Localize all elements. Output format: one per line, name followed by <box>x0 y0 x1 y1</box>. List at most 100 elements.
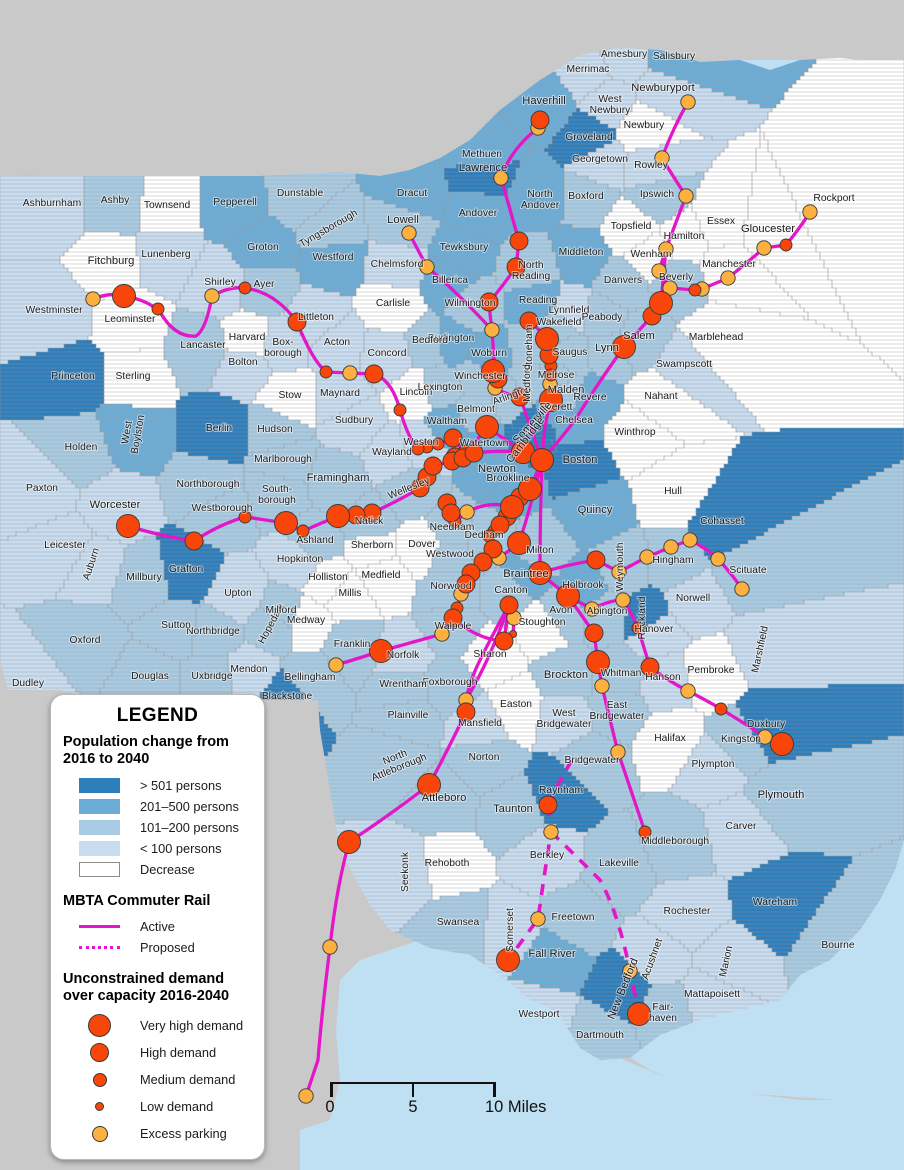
station-symbol-parking[interactable]: Norfolk <box>434 626 450 642</box>
station-symbol-parking[interactable]: Rockport <box>802 204 818 220</box>
station-symbol-parking[interactable]: Rowley <box>654 150 670 166</box>
station-symbol-medium[interactable]: Ayer <box>238 281 252 295</box>
station-symbol-parking[interactable]: South Weymouth <box>615 592 631 608</box>
station-symbol-high[interactable]: West Medford <box>510 387 530 407</box>
station-symbol-very-high[interactable]: Fall River Depot <box>496 948 520 972</box>
station-symbol-high[interactable]: Walpole <box>443 608 463 628</box>
station-symbol-very-high[interactable]: Franklin <box>369 639 393 663</box>
station-symbol-medium[interactable]: Middleborough <box>638 825 652 839</box>
station-symbol-high[interactable]: Wilmington <box>479 292 499 312</box>
station-symbol-high[interactable]: Brandeis <box>443 428 463 448</box>
station-symbol-high[interactable]: Grafton <box>184 531 204 551</box>
station-symbol-medium[interactable]: North Leominster <box>151 302 165 316</box>
station-symbol-very-high[interactable]: Malden Center <box>539 388 563 412</box>
station-symbol-high[interactable]: Andover <box>509 231 529 251</box>
station-symbol-high[interactable]: Wellesley Farms <box>423 456 443 476</box>
station-symbol-very-high[interactable]: Framingham <box>326 504 350 528</box>
station-symbol-parking[interactable]: Nantasket Junction <box>663 539 679 555</box>
station-symbol-very-high[interactable]: South Attleboro <box>337 830 361 854</box>
station-symbol-high[interactable]: Concord <box>364 364 384 384</box>
station-symbol-very-high[interactable]: Forest Hills <box>500 495 524 519</box>
station-symbol-parking[interactable]: Cohasset <box>682 532 698 548</box>
station-symbol-high[interactable]: Reading <box>519 311 539 331</box>
station-symbol-parking[interactable]: Greenbush <box>734 581 750 597</box>
station-symbol-parking[interactable]: North Beverly <box>651 263 667 279</box>
station-symbol-medium[interactable]: Ashland <box>296 524 310 538</box>
station-symbol-medium[interactable]: South Acton <box>319 365 333 379</box>
station-symbol-parking[interactable]: Newburyport <box>680 94 696 110</box>
station-symbol-parking[interactable]: Lowell <box>401 225 417 241</box>
station-symbol-very-high[interactable]: Worcester <box>116 514 140 538</box>
station-symbol-very-high[interactable]: Lynn <box>612 335 636 359</box>
station-symbol-high[interactable]: Haverhill <box>530 110 550 130</box>
station-symbol-very-high[interactable]: Kingston <box>770 732 794 756</box>
station-symbol-parking[interactable]: Hamilton/Wenham <box>658 241 674 257</box>
station-symbol-parking[interactable]: Hanson <box>680 683 696 699</box>
station-symbol-parking[interactable]: Campello <box>594 678 610 694</box>
station-symbol-high[interactable]: Norwood Central <box>456 574 476 594</box>
station-symbol-very-high[interactable]: Brockton <box>586 650 610 674</box>
station-symbol-high[interactable]: Needham Center <box>441 503 461 523</box>
station-symbol-parking[interactable]: Holbrook/Randolph <box>584 601 600 617</box>
station-symbol-high[interactable]: Bellevue <box>490 515 510 535</box>
municipality-area <box>224 216 300 268</box>
station-symbol-high[interactable]: Whitman <box>640 657 660 677</box>
station-symbol-medium[interactable]: Prides Crossing <box>688 283 702 297</box>
station-symbol-parking[interactable]: North Billerica <box>419 259 435 275</box>
station-symbol-medium[interactable]: Gloucester <box>779 238 793 252</box>
station-symbol-parking[interactable]: Freetown <box>530 911 546 927</box>
station-symbol-parking[interactable]: Plymouth <box>757 729 773 745</box>
station-symbol-parking[interactable]: East Weymouth <box>611 564 627 580</box>
station-symbol-high[interactable]: Canton Junction <box>499 595 519 615</box>
station-symbol-very-high[interactable]: Attleboro <box>417 773 441 797</box>
station-symbol-parking[interactable]: Ipswich <box>678 188 694 204</box>
station-symbol-high[interactable]: Littleton <box>287 312 307 332</box>
station-symbol-high[interactable]: Islington <box>473 552 493 572</box>
station-symbol-high[interactable]: Sharon <box>494 631 514 651</box>
municipality-area <box>624 136 728 188</box>
station-symbol-very-high[interactable]: Wakefield <box>535 327 559 351</box>
station-symbol-parking[interactable]: West Hingham <box>639 549 655 565</box>
station-symbol-parking[interactable]: Shirley <box>204 288 220 304</box>
station-symbol-very-high[interactable]: Boston North <box>530 448 554 472</box>
station-symbol-parking[interactable]: East Taunton <box>543 824 559 840</box>
station-symbol-parking[interactable]: West Gloucester <box>756 240 772 256</box>
station-symbol-high[interactable]: Montello <box>584 623 604 643</box>
station-symbol-very-high[interactable]: Fitchburg <box>112 284 136 308</box>
station-symbol-parking[interactable]: Bridgewater <box>610 744 626 760</box>
station-symbol-very-high[interactable]: Readville <box>507 531 531 555</box>
station-symbol-medium[interactable]: Lincoln <box>393 403 407 417</box>
station-symbol-very-high[interactable]: Winchester Center <box>481 359 505 383</box>
station-symbol-medium[interactable]: Abington <box>631 621 645 635</box>
station-symbol-parking[interactable]: Wickford Junction <box>298 1088 314 1104</box>
station-symbol-high[interactable]: Endicott <box>483 539 503 559</box>
station-symbol-parking[interactable]: Forge Park <box>328 657 344 673</box>
station-symbol-medium[interactable]: Westborough <box>238 510 252 524</box>
station-symbol-medium[interactable]: Halifax <box>714 702 728 716</box>
station-symbol-very-high[interactable]: Southborough <box>274 511 298 535</box>
station-symbol-parking[interactable]: North Scituate <box>710 551 726 567</box>
station-symbol-parking[interactable]: Wachusett <box>85 291 101 307</box>
station-symbol-very-high[interactable]: Waltham <box>475 415 499 439</box>
station-symbol-very-high[interactable]: Quincy Center <box>528 561 552 585</box>
station-symbol-high[interactable]: Weymouth Landing <box>586 550 606 570</box>
station-symbol-high[interactable]: Mansfield <box>456 702 476 722</box>
station-symbol-high[interactable]: Ballardvale <box>506 257 526 277</box>
station-symbol-parking[interactable]: Anderson RTC <box>484 322 500 338</box>
station-symbol-parking[interactable]: Providence <box>322 939 338 955</box>
station-symbol-parking[interactable]: Hersey <box>459 504 475 520</box>
station-symbol-parking[interactable]: Church Street <box>622 963 638 979</box>
station-symbol-medium[interactable]: Melrose Cedar Park <box>544 368 558 382</box>
station-symbols[interactable]: Wachusett Shirley West Concord Lowell North … <box>85 94 818 1104</box>
station-symbol-very-high[interactable]: Braintree <box>556 584 580 608</box>
station-symbol-very-high[interactable]: New Bedford <box>627 1002 651 1026</box>
station-symbol-parking[interactable]: Lawrence <box>493 170 509 186</box>
station-symbol-parking[interactable]: West Concord <box>342 365 358 381</box>
station-symbol-parking[interactable]: Manchester <box>720 270 736 286</box>
station-symbol-very-high[interactable]: Back Bay <box>518 477 542 501</box>
station-symbol-very-high[interactable]: Salem <box>649 291 673 315</box>
station-symbol-high[interactable]: Newtonville <box>464 443 484 463</box>
station-symbol-medium[interactable]: Silver Hill <box>411 442 425 456</box>
station-symbol-high[interactable]: Taunton <box>538 795 558 815</box>
